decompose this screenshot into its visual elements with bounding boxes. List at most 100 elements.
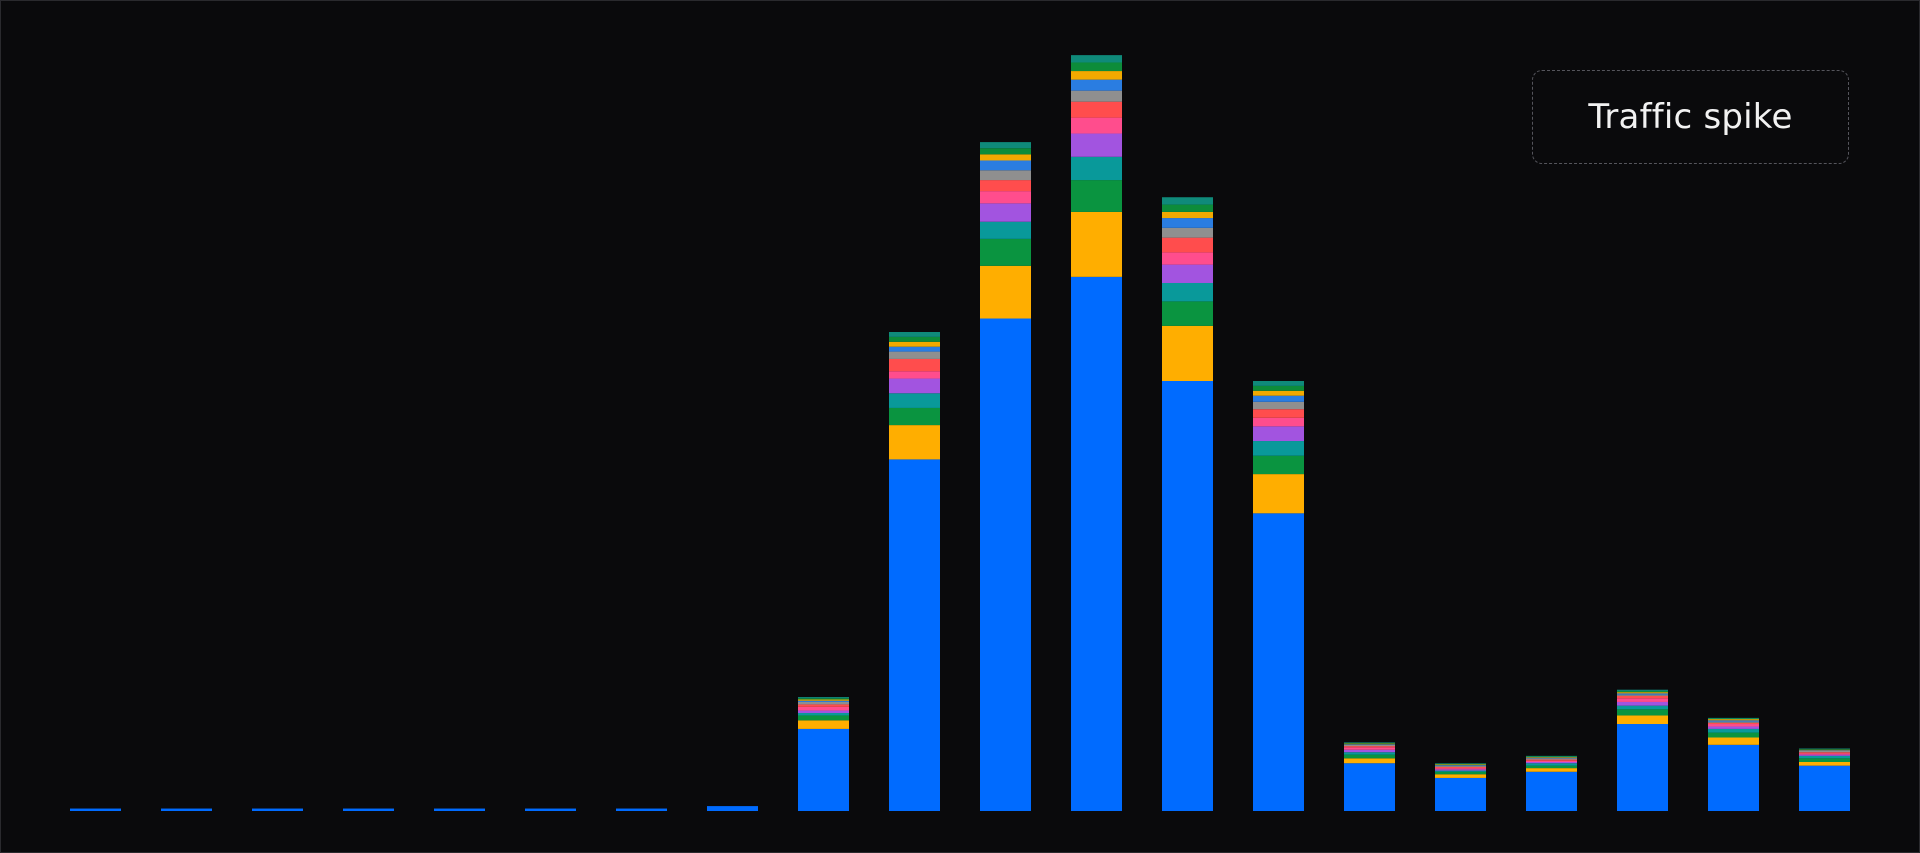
bar-segment [1435, 769, 1486, 771]
bar-segment [1435, 777, 1486, 811]
bar-segment [1162, 380, 1213, 811]
bar-segment [889, 393, 940, 408]
bar-segment [1617, 715, 1668, 725]
bar-segment [1344, 743, 1395, 744]
bar-segment [1526, 771, 1577, 811]
bar-segment [798, 720, 849, 729]
bar-segment [980, 180, 1031, 192]
bar-segment [252, 808, 303, 811]
bar-segment [1253, 380, 1304, 386]
bar-segment [1253, 513, 1304, 811]
annotation: Traffic spike [1532, 70, 1849, 164]
bar-segment [889, 407, 940, 426]
bar-segment [1162, 211, 1213, 219]
bar-segment [798, 704, 849, 707]
bar-segment [1799, 753, 1850, 755]
bar-segment [1344, 742, 1395, 744]
bar-segment [889, 346, 940, 352]
bar-segment [798, 728, 849, 811]
bar-segment [1162, 264, 1213, 283]
bar-segment [889, 331, 940, 337]
bar-segment [1435, 763, 1486, 764]
bar-segment [1435, 766, 1486, 769]
bar-segment [1708, 718, 1759, 720]
bar-segment [1526, 755, 1577, 757]
bar-segment [1162, 301, 1213, 326]
bar-segment [1344, 744, 1395, 747]
bar-segment [889, 336, 940, 342]
bar-segment [1708, 732, 1759, 738]
bar-segment [1526, 768, 1577, 772]
bar-segment [1344, 754, 1395, 759]
bar-segment [1071, 101, 1122, 118]
bar-segment [1799, 749, 1850, 750]
bar-segment [1253, 385, 1304, 391]
bar-segment [343, 808, 394, 811]
bar-segment [1526, 757, 1577, 758]
bar-segment [798, 715, 849, 721]
bar-segment [798, 712, 849, 716]
bar-segment [1253, 409, 1304, 418]
bar-segment [1708, 744, 1759, 811]
bar-segment [1071, 62, 1122, 72]
bar-segment [1071, 71, 1122, 80]
bar-segment [1708, 719, 1759, 721]
bar-segment [1071, 90, 1122, 102]
bar-segment [980, 160, 1031, 171]
bar-segment [1253, 474, 1304, 514]
bar-segment [1617, 724, 1668, 811]
bar-segment [1799, 750, 1850, 751]
bar-segment [1071, 156, 1122, 181]
bar-segment [980, 148, 1031, 155]
bar-segment [1799, 765, 1850, 811]
bar-segment [1799, 748, 1850, 750]
bar-segment [1071, 180, 1122, 212]
bar-segment [798, 701, 849, 705]
bar-segment [1253, 426, 1304, 442]
bar-segment [161, 808, 212, 811]
bar-segment [1617, 705, 1668, 710]
bar-segment [1435, 770, 1486, 772]
bar-segment [889, 358, 940, 372]
bar-segment [1708, 721, 1759, 723]
bar-segment [1253, 441, 1304, 456]
bar-segment [1344, 758, 1395, 764]
bar-segment [1799, 752, 1850, 754]
bar-segment [1162, 325, 1213, 381]
bar-segment [1617, 690, 1668, 693]
bar-segment [707, 806, 758, 811]
bar-segment [980, 221, 1031, 239]
bar-segment [980, 203, 1031, 222]
bar-segment [798, 700, 849, 702]
bar-segment [1617, 709, 1668, 716]
bar-segment [1435, 765, 1486, 767]
bar-segment [980, 318, 1031, 811]
bar-segment [1344, 752, 1395, 755]
bar-segment [980, 265, 1031, 319]
bar-segment [1162, 237, 1213, 253]
bar-segment [1708, 728, 1759, 733]
bar-segment [1253, 395, 1304, 402]
bar-segment [1799, 755, 1850, 759]
bar-segment [1617, 692, 1668, 694]
bar-segment [980, 142, 1031, 149]
bar-segment [1799, 758, 1850, 762]
bar-segment [1071, 276, 1122, 811]
bar-segment [1799, 750, 1850, 753]
bar-segment [70, 808, 121, 811]
bar-segment [1435, 771, 1486, 775]
bar-segment [1799, 761, 1850, 766]
bar-segment [889, 351, 940, 359]
bar-segment [1708, 720, 1759, 722]
bar-segment [1253, 455, 1304, 475]
bar-segment [1526, 763, 1577, 766]
bar-segment [980, 154, 1031, 161]
bar-segment [1617, 693, 1668, 695]
bar-segment [1253, 417, 1304, 427]
bar-segment [1526, 765, 1577, 769]
bar-segment [1071, 117, 1122, 134]
bar-segment [980, 238, 1031, 266]
bar-segment [1526, 761, 1577, 764]
bar-segment [1253, 401, 1304, 410]
